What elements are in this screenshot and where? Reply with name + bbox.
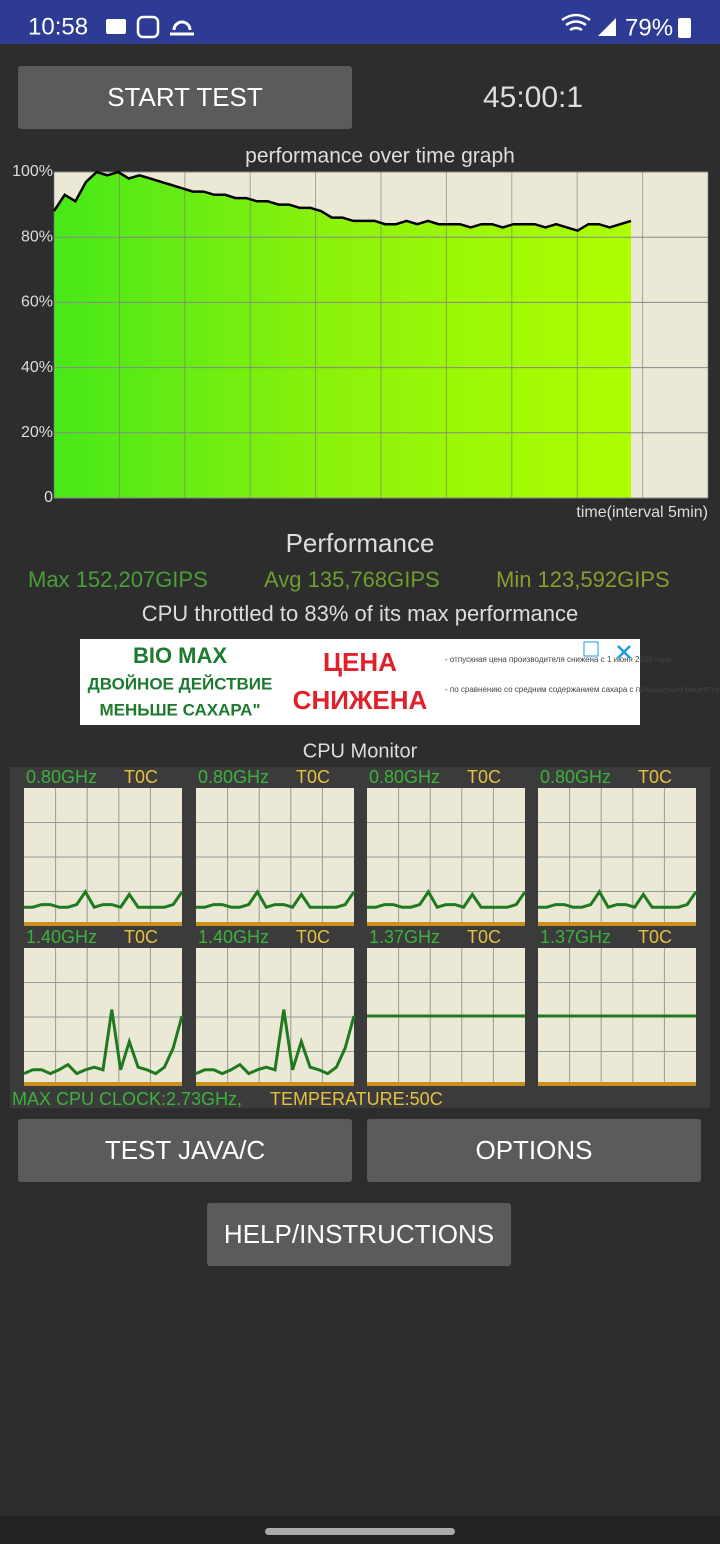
mail-icon <box>106 19 126 34</box>
core-baseline <box>196 1082 354 1086</box>
test-java-label[interactable]: TEST JAVA/C <box>105 1135 265 1165</box>
core-temp: T0C <box>296 767 330 787</box>
core-freq: 0.80GHz <box>540 767 611 787</box>
weather-icon <box>170 20 194 36</box>
y-tick-label: 40% <box>21 359 53 376</box>
stats-title: Performance <box>286 528 435 558</box>
performance-line <box>52 170 632 233</box>
core-temp: T0C <box>638 767 672 787</box>
core-line <box>23 1009 184 1076</box>
ad-line1[interactable]: ДВОЙНОЕ ДЕЙСТВИЕ <box>88 674 273 693</box>
stat-max: Max 152,207GIPS <box>28 567 208 592</box>
stat-min: Min 123,592GIPS <box>496 567 670 592</box>
signal-icon <box>598 18 616 36</box>
y-tick-label: 60% <box>21 294 53 311</box>
ad-price2[interactable]: СНИЖЕНА <box>293 685 428 715</box>
core-line <box>196 888 356 909</box>
y-tick-label: 80% <box>21 228 53 245</box>
stat-avg: Avg 135,768GIPS <box>264 567 440 592</box>
core-freq: 1.37GHz <box>369 927 440 947</box>
wifi-icon <box>561 13 591 32</box>
y-tick-label: 100% <box>12 163 53 180</box>
cpu-monitor-title: CPU Monitor <box>303 740 418 762</box>
ad-price1[interactable]: ЦЕНА <box>323 647 397 677</box>
core-line <box>195 1009 356 1076</box>
core-baseline <box>538 1082 696 1086</box>
throttle-text: CPU throttled to 83% of its max performa… <box>142 601 579 626</box>
ad-close[interactable] <box>617 645 631 659</box>
test-java-button[interactable] <box>18 1119 352 1182</box>
core-baseline <box>24 922 182 926</box>
core-line <box>538 888 698 909</box>
start-test-button[interactable] <box>18 66 352 129</box>
core-baseline <box>196 922 354 926</box>
core-temp: T0C <box>467 767 501 787</box>
core-temp: T0C <box>124 767 158 787</box>
battery-icon <box>678 18 691 38</box>
core-temp: T0C <box>296 927 330 947</box>
start-test-label[interactable]: START TEST <box>107 82 263 112</box>
ad-line2[interactable]: МЕНЬШЕ САХАРА" <box>99 700 260 719</box>
graph-title: performance over time graph <box>245 145 515 168</box>
home-indicator[interactable] <box>265 1528 455 1535</box>
options-label[interactable]: OPTIONS <box>475 1135 592 1165</box>
core-baseline <box>24 1082 182 1086</box>
help-button[interactable] <box>207 1203 511 1266</box>
core-line <box>367 888 527 909</box>
x-axis-label: time(interval 5min) <box>576 504 708 521</box>
core-freq: 1.37GHz <box>540 927 611 947</box>
performance-fill <box>54 172 631 498</box>
core-temp: T0C <box>467 927 501 947</box>
core-temp: T0C <box>124 927 158 947</box>
core-baseline <box>367 922 525 926</box>
core-freq: 1.40GHz <box>198 927 269 947</box>
battery-percent: 79% <box>625 14 673 41</box>
status-time: 10:58 <box>28 13 88 40</box>
options-button[interactable] <box>367 1119 701 1182</box>
core-freq: 0.80GHz <box>369 767 440 787</box>
ad-note1[interactable]: - отпускная цена производителя снижена с… <box>445 655 673 664</box>
core-line <box>24 888 184 909</box>
core-freq: 0.80GHz <box>198 767 269 787</box>
core-freq: 1.40GHz <box>26 927 97 947</box>
help-label[interactable]: HELP/INSTRUCTIONS <box>224 1219 494 1249</box>
temperature: TEMPERATURE:50C <box>270 1089 443 1109</box>
ad-info[interactable] <box>583 641 599 657</box>
ad-brand[interactable]: BIO MAX <box>133 643 227 668</box>
ad-note2[interactable]: - по сравнению со средним содержанием са… <box>445 685 720 694</box>
core-freq: 0.80GHz <box>26 767 97 787</box>
core-baseline <box>367 1082 525 1086</box>
timer: 45:00:1 <box>483 81 583 114</box>
core-baseline <box>538 922 696 926</box>
y-tick-label: 20% <box>21 424 53 441</box>
core-temp: T0C <box>638 927 672 947</box>
max-clock: MAX CPU CLOCK:2.73GHz, <box>12 1089 242 1109</box>
y-tick-label: 0 <box>44 489 53 506</box>
ad-banner[interactable] <box>80 639 640 725</box>
instagram-icon <box>136 15 160 39</box>
